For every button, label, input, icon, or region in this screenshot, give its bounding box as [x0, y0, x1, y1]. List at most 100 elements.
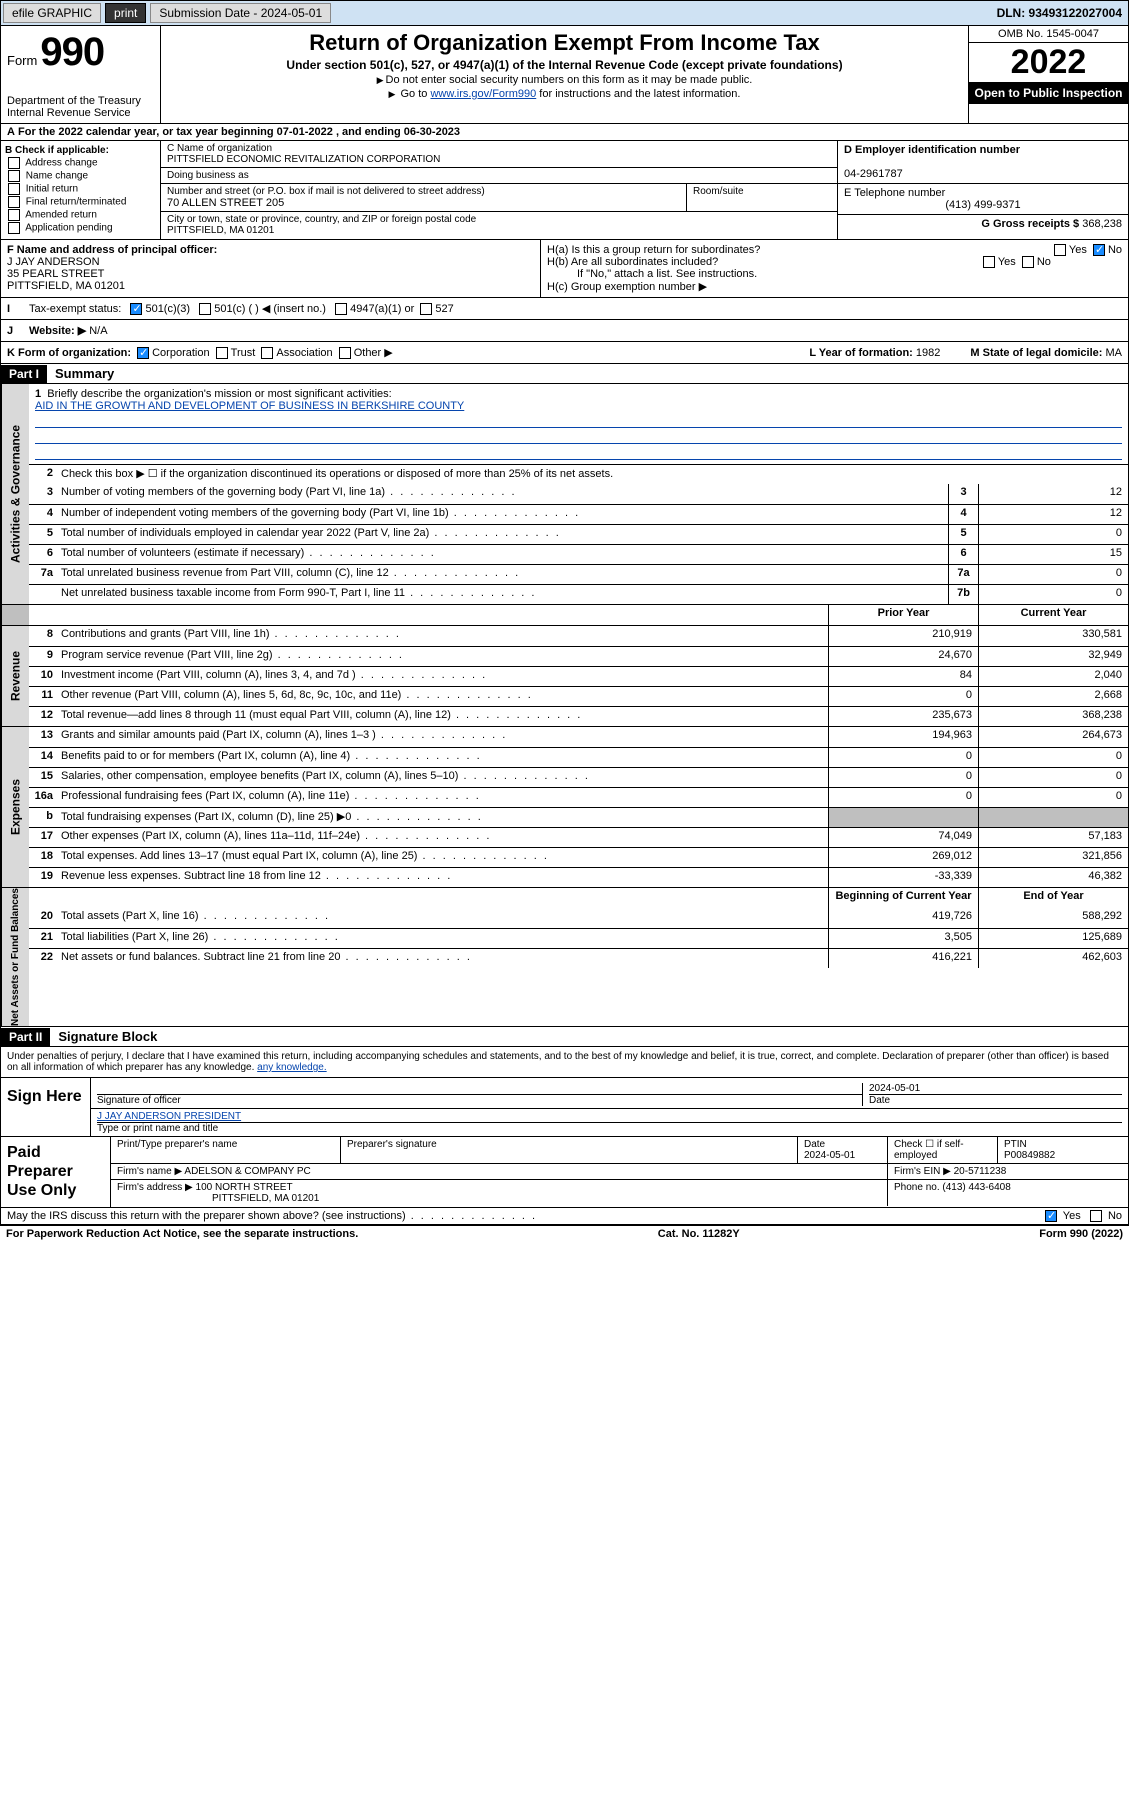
- data-line: 9Program service revenue (Part VIII, lin…: [29, 646, 1128, 666]
- form-of-org-row: K Form of organization: Corporation Trus…: [0, 342, 1129, 364]
- firm-addr-label: Firm's address ▶: [117, 1182, 193, 1193]
- period-text: A For the 2022 calendar year, or tax yea…: [7, 126, 460, 138]
- part-2-header: Part II Signature Block: [0, 1027, 1129, 1047]
- twocol-header: Prior Year Current Year: [29, 605, 1128, 625]
- form-word: Form: [7, 53, 37, 68]
- gov-line: Net unrelated business taxable income fr…: [29, 584, 1128, 604]
- line-desc: Salaries, other compensation, employee b…: [57, 768, 828, 787]
- prior-val: 0: [828, 788, 978, 807]
- cb-final-return[interactable]: Final return/terminated: [5, 196, 156, 208]
- footer-right: Form 990 (2022): [1039, 1228, 1123, 1240]
- column-d: D Employer identification number 04-2961…: [838, 141, 1128, 239]
- ha-row: H(a) Is this a group return for subordin…: [547, 244, 1122, 256]
- line-desc: Total liabilities (Part X, line 26): [57, 929, 828, 948]
- k-label: K Form of organization:: [7, 347, 131, 359]
- firm-phone-label: Phone no.: [894, 1182, 940, 1193]
- current-val: 0: [978, 788, 1128, 807]
- sig-date: 2024-05-01: [869, 1083, 1122, 1094]
- firm-phone: (413) 443-6408: [942, 1182, 1010, 1193]
- prior-val: 74,049: [828, 828, 978, 847]
- note2-pre: Go to: [401, 88, 431, 100]
- current-val: 2,040: [978, 667, 1128, 686]
- current-val: 321,856: [978, 848, 1128, 867]
- line-desc: Total number of individuals employed in …: [57, 525, 948, 544]
- officer-label: Type or print name and title: [97, 1123, 218, 1134]
- data-line: 10Investment income (Part VIII, column (…: [29, 666, 1128, 686]
- omb-number: OMB No. 1545-0047: [969, 26, 1128, 43]
- officer-street: 35 PEARL STREET: [7, 268, 104, 280]
- form-header: Form 990 Department of the Treasury Inte…: [0, 26, 1129, 124]
- data-line: 22Net assets or fund balances. Subtract …: [29, 948, 1128, 968]
- cb-app-pending[interactable]: Application pending: [5, 222, 156, 234]
- instructions-link[interactable]: www.irs.gov/Form990: [430, 88, 536, 100]
- prior-val: 416,221: [828, 949, 978, 968]
- line-box: 7b: [948, 585, 978, 604]
- cb-4947[interactable]: [335, 303, 347, 315]
- line-desc: Total number of volunteers (estimate if …: [57, 545, 948, 564]
- line-2: 2 Check this box ▶ ☐ if the organization…: [29, 464, 1128, 484]
- column-c: C Name of organization PITTSFIELD ECONOM…: [161, 141, 838, 239]
- website-value: N/A: [89, 325, 107, 337]
- cb-501c[interactable]: [199, 303, 211, 315]
- ein-value: 04-2961787: [844, 168, 903, 180]
- line-desc: Net unrelated business taxable income fr…: [57, 585, 948, 604]
- tax-exempt-row: I Tax-exempt status: 501(c)(3) 501(c) ( …: [0, 298, 1129, 320]
- instructions-note: Go to www.irs.gov/Form990 for instructio…: [167, 88, 962, 100]
- data-line: 14Benefits paid to or for members (Part …: [29, 747, 1128, 767]
- mission-text[interactable]: AID IN THE GROWTH AND DEVELOPMENT OF BUS…: [35, 400, 464, 412]
- column-b: B Check if applicable: Address change Na…: [1, 141, 161, 239]
- footer-mid: Cat. No. 11282Y: [658, 1228, 740, 1240]
- part-2-title: Signature Block: [50, 1027, 165, 1046]
- cb-address-change[interactable]: Address change: [5, 157, 156, 169]
- mission-line: [35, 446, 1122, 460]
- cb-assoc[interactable]: [261, 347, 273, 359]
- firm-addr1: 100 NORTH STREET: [196, 1182, 293, 1193]
- prior-val: 84: [828, 667, 978, 686]
- section-bcd: B Check if applicable: Address change Na…: [0, 141, 1129, 240]
- vtab-governance: Activities & Governance: [1, 384, 29, 604]
- phone-label: E Telephone number: [844, 187, 945, 199]
- website-row: J Website: ▶ N/A: [0, 320, 1129, 342]
- city-cell: City or town, state or province, country…: [161, 212, 837, 238]
- cb-discuss-yes[interactable]: [1045, 1210, 1057, 1222]
- prior-val: 235,673: [828, 707, 978, 726]
- section-revenue: Revenue 8Contributions and grants (Part …: [0, 626, 1129, 727]
- sign-here-label: Sign Here: [1, 1078, 91, 1136]
- year-block: OMB No. 1545-0047 2022 Open to Public In…: [968, 26, 1128, 123]
- line-box: 3: [948, 484, 978, 504]
- cb-501c3[interactable]: [130, 303, 142, 315]
- form-id-block: Form 990 Department of the Treasury Inte…: [1, 26, 161, 123]
- officer-name-title[interactable]: J JAY ANDERSON PRESIDENT: [97, 1111, 241, 1122]
- begin-year-hdr: Beginning of Current Year: [828, 888, 978, 908]
- prior-val: 419,726: [828, 908, 978, 928]
- cb-initial-return[interactable]: Initial return: [5, 183, 156, 195]
- domicile-label: M State of legal domicile:: [970, 347, 1102, 359]
- line-val: 0: [978, 525, 1128, 544]
- hc-row: H(c) Group exemption number ▶: [547, 280, 1122, 293]
- line-box: 5: [948, 525, 978, 544]
- street-label: Number and street (or P.O. box if mail i…: [167, 186, 680, 197]
- current-val: 0: [978, 748, 1128, 767]
- cb-trust[interactable]: [216, 347, 228, 359]
- cb-527[interactable]: [420, 303, 432, 315]
- cb-other[interactable]: [339, 347, 351, 359]
- prior-year-hdr: Prior Year: [828, 605, 978, 625]
- cb-name-change[interactable]: Name change: [5, 170, 156, 182]
- firm-ein: 20-5711238: [954, 1166, 1007, 1177]
- prep-ptin-cell: PTINP00849882: [998, 1137, 1128, 1163]
- cb-discuss-no[interactable]: [1090, 1210, 1102, 1222]
- any-knowledge-link[interactable]: any knowledge.: [257, 1062, 327, 1073]
- print-button[interactable]: print: [105, 3, 146, 23]
- cb-amended[interactable]: Amended return: [5, 209, 156, 221]
- cb-corp[interactable]: [137, 347, 149, 359]
- section-net-hdr: Net Assets or Fund Balances Beginning of…: [0, 888, 1129, 1027]
- year-formation-label: L Year of formation:: [809, 347, 913, 359]
- i-label: Tax-exempt status:: [29, 303, 121, 315]
- col-b-label: B Check if applicable:: [5, 145, 109, 156]
- current-val: 2,668: [978, 687, 1128, 706]
- paid-preparer-block: Paid Preparer Use Only Print/Type prepar…: [1, 1136, 1128, 1207]
- dept-label: Department of the Treasury: [7, 95, 154, 107]
- gov-line: 6Total number of volunteers (estimate if…: [29, 544, 1128, 564]
- data-line: 16aProfessional fundraising fees (Part I…: [29, 787, 1128, 807]
- current-val: 125,689: [978, 929, 1128, 948]
